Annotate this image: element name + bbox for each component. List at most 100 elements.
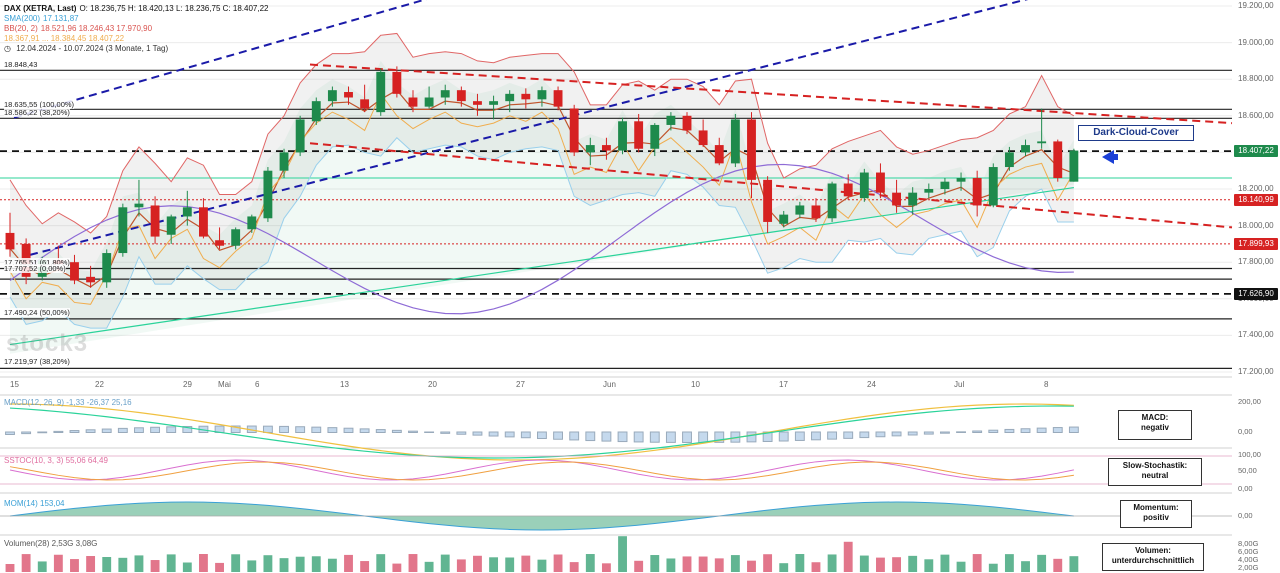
macd-histogram-bar xyxy=(117,427,128,433)
macd-histogram-bar xyxy=(101,428,112,433)
volume-bar xyxy=(231,554,241,572)
ohlc-values: O: 18.236,75 H: 18.420,13 L: 18.236,75 C… xyxy=(79,4,269,13)
bollinger-band-fill xyxy=(10,33,1074,329)
volume-bar xyxy=(279,558,289,572)
watermark: stock3 xyxy=(6,330,89,357)
candle-body xyxy=(440,90,450,98)
indicator-tick-label: 0,00 xyxy=(1238,511,1253,520)
mom-box: Momentum: positiv xyxy=(1120,500,1192,528)
candle-body xyxy=(763,179,773,222)
macd-histogram-bar xyxy=(53,430,64,434)
macd-histogram-bar xyxy=(472,431,483,436)
macd-histogram-bar xyxy=(262,425,273,433)
macd-histogram-bar xyxy=(794,431,805,441)
volume-bar xyxy=(537,559,547,572)
candle-body xyxy=(360,99,370,109)
price-axis-label: 17.200,00 xyxy=(1238,367,1274,376)
instrument-name: DAX (XETRA, Last) xyxy=(4,4,77,13)
volume-bar xyxy=(150,560,160,572)
volume-bar xyxy=(972,554,982,572)
candle-body xyxy=(876,172,885,193)
volume-bar xyxy=(424,561,434,572)
volume-bar xyxy=(940,554,950,572)
macd-histogram-bar xyxy=(295,426,306,433)
price-tag: 17.899,93 xyxy=(1234,237,1278,250)
indicator-tick-label: 2,00G xyxy=(1238,563,1259,572)
volume-bar xyxy=(199,554,208,572)
candle-body xyxy=(327,90,337,102)
candle-body xyxy=(569,108,579,153)
candle-body xyxy=(972,178,982,206)
macd-histogram-bar xyxy=(440,431,451,434)
stoch-box: Slow-Stochastik: neutral xyxy=(1108,458,1202,486)
candle-body xyxy=(134,203,144,208)
candle-body xyxy=(86,276,96,283)
x-axis-label: 20 xyxy=(428,380,437,389)
candle-body xyxy=(892,192,901,206)
candle-body xyxy=(682,115,692,131)
indicator-tick-label: 100,00 xyxy=(1238,450,1261,459)
candle-body xyxy=(908,192,918,206)
macd-histogram-bar xyxy=(424,431,435,433)
volume-bar xyxy=(489,557,499,572)
fib-label-6: 17.219,97 (38,20%) xyxy=(4,357,70,366)
macd-histogram-bar xyxy=(923,431,934,435)
volume-bar xyxy=(37,561,47,572)
ichimoku-cloud-fill xyxy=(10,60,1074,354)
macd-histogram-bar xyxy=(1020,428,1031,434)
macd-histogram-bar xyxy=(827,431,838,440)
fib-label-1: 18.635,55 (100,00%) xyxy=(4,100,75,109)
x-axis-label: 15 xyxy=(10,380,19,389)
candle-body xyxy=(166,216,176,235)
macd-histogram-bar xyxy=(988,429,999,433)
candle-body xyxy=(505,93,515,102)
candle-body xyxy=(940,181,950,189)
candle-body xyxy=(747,119,756,180)
candle-body xyxy=(376,71,386,113)
volume-bar xyxy=(247,560,257,572)
macd-histogram-bar xyxy=(279,425,289,434)
volume-bar xyxy=(892,557,901,572)
volume-bar xyxy=(988,563,998,572)
clock-icon: ◷ xyxy=(4,44,14,53)
macd-histogram-bar xyxy=(875,431,886,438)
macd-line xyxy=(9,405,1074,459)
indicator-tick-label: 4,00G xyxy=(1238,555,1259,564)
candle-body xyxy=(408,97,418,107)
price-tag: 18.407,22 xyxy=(1234,145,1278,158)
volume-bar xyxy=(634,560,644,572)
volume-bar xyxy=(295,556,305,572)
macd-histogram-bar xyxy=(69,430,80,434)
volume-bar xyxy=(1021,561,1030,572)
volume-bar xyxy=(908,555,918,572)
macd-histogram-bar xyxy=(520,431,531,439)
candle-body xyxy=(263,170,273,219)
price-axis-label: 18.600,00 xyxy=(1238,110,1274,120)
sma-label: SMA(200) xyxy=(4,14,41,23)
ichimoku-values: 18.367,91 ... 18.384,45 18.407,22 xyxy=(4,34,125,43)
volume-bar xyxy=(505,557,515,572)
volume-bar xyxy=(344,554,353,572)
x-axis-label: Jul xyxy=(954,380,965,389)
candle-body xyxy=(1037,141,1047,144)
price-tag: 18.140,99 xyxy=(1234,193,1278,206)
macd-histogram-bar xyxy=(343,427,354,433)
volume-bar xyxy=(843,541,853,572)
macd-histogram-bar xyxy=(617,431,628,443)
candle-body xyxy=(473,101,482,105)
volume-bar xyxy=(134,555,144,572)
volume-bar xyxy=(714,558,724,572)
macd-histogram-bar xyxy=(359,428,370,434)
macd-histogram-bar xyxy=(504,431,515,438)
volume-bar xyxy=(747,560,756,572)
macd-histogram-bar xyxy=(972,430,983,433)
candle-body xyxy=(199,207,208,237)
candle-body xyxy=(102,253,112,283)
macd-histogram-bar xyxy=(85,429,96,433)
stoch-legend: SSTOC(10, 3, 3) 55,06 64,49 xyxy=(4,456,108,465)
volume-bar xyxy=(263,555,273,572)
price-axis-label: 18.800,00 xyxy=(1238,74,1274,84)
indicator-tick-label: 200,00 xyxy=(1238,397,1261,406)
macd-histogram-bar xyxy=(714,431,725,443)
